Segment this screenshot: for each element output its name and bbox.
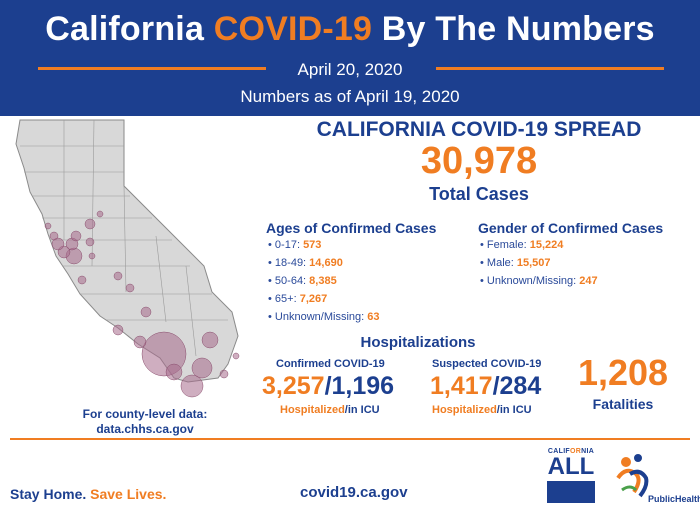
icu-label: /in ICU — [344, 404, 380, 416]
bubble-riverside — [191, 357, 213, 379]
public-health-logo-icon — [616, 454, 649, 498]
ca-all-word: ALL — [547, 453, 595, 480]
age-value: 8,385 — [309, 275, 337, 287]
footer-divider — [10, 438, 690, 440]
list-item: • 65+: 7,267 — [268, 293, 328, 305]
website-link[interactable]: covid19.ca.gov — [300, 484, 408, 501]
age-label: Unknown/Missing: — [274, 311, 368, 323]
icu-label: /in ICU — [496, 404, 532, 416]
title-highlight: COVID-19 — [213, 10, 373, 48]
list-item: • Female: 15,224 — [480, 239, 564, 251]
bubble-contra-costa — [70, 230, 82, 242]
header-rule-left — [38, 67, 266, 70]
fatalities-value: 1,208 — [577, 352, 669, 393]
case-bubbles — [44, 210, 240, 398]
header-rule-right — [436, 67, 664, 70]
suspected-hospitalized-value: 1,417 — [430, 372, 493, 400]
bubble-tulare — [125, 283, 135, 293]
age-label: 0-17: — [274, 239, 304, 251]
suspected-icu-value: 284 — [499, 372, 542, 400]
slogan-part-1: Stay Home. — [10, 486, 91, 502]
slogan: Stay Home. Save Lives. — [10, 486, 166, 502]
total-cases-label: Total Cases — [429, 184, 529, 204]
gender-label: Female: — [486, 239, 530, 251]
ca-all-top-2: OR — [570, 448, 582, 455]
gender-list: • Female: 15,224 • Male: 15,507 • Unknow… — [480, 236, 598, 290]
bubble-stanislaus — [88, 252, 96, 260]
ca-all-top-3: NIA — [581, 448, 595, 455]
confirmed-heading: Confirmed COVID-19 — [276, 358, 385, 370]
age-label: 65+: — [274, 293, 300, 305]
list-item: • 0-17: 573 — [268, 239, 322, 251]
ca-all-top-1: CALIF — [547, 448, 571, 455]
suspected-label: Hospitalized/in ICU — [432, 404, 532, 416]
age-value: 14,690 — [309, 257, 343, 269]
ca-all-top-text: CALIFORNIA — [540, 448, 602, 455]
bubble-san-joaquin — [85, 237, 95, 247]
confirmed-icu-value: 1,196 — [331, 372, 395, 400]
gender-value: 247 — [579, 275, 598, 287]
bubble-orange — [165, 363, 183, 381]
title-text-2: By The Numbers — [372, 10, 655, 48]
bubble-sonoma — [44, 222, 52, 230]
gender-value: 15,224 — [529, 239, 564, 251]
suspected-heading: Suspected COVID-19 — [432, 358, 542, 370]
bubble-riverside-east — [232, 352, 240, 360]
list-item: • Unknown/Missing: 63 — [268, 311, 380, 323]
bubble-marin — [49, 231, 59, 241]
total-cases-value: 30,978 — [420, 140, 538, 182]
age-label: 18-49: — [274, 257, 310, 269]
bubble-kern — [140, 306, 152, 318]
public-health-text: PublicHealth — [648, 494, 700, 504]
bubble-san-diego — [180, 374, 204, 398]
slash: / — [492, 372, 500, 400]
age-value: 573 — [303, 239, 322, 251]
bubble-fresno — [113, 271, 123, 281]
confirmed-hospitalized-value: 3,257 — [262, 372, 325, 400]
age-value: 63 — [367, 311, 380, 323]
bubble-monterey — [77, 275, 87, 285]
gender-label: Unknown/Missing: — [486, 275, 580, 287]
list-item: • 50-64: 8,385 — [268, 275, 337, 287]
county-data-note: For county-level data: data.chhs.ca.gov — [60, 407, 230, 437]
bubble-santa-barbara — [112, 324, 124, 336]
age-label: 50-64: — [274, 275, 310, 287]
ages-list: • 0-17: 573 • 18-49: 14,690 • 50-64: 8,3… — [268, 236, 380, 326]
fatalities-label: Fatalities — [592, 396, 654, 412]
california-all-logo: CALIFORNIA ALL — [540, 448, 602, 514]
county-note-text: For county-level data: — [82, 407, 208, 421]
bubble-san-bernardino — [201, 331, 219, 349]
header-banner: California COVID-19 By The Numbers April… — [0, 0, 700, 116]
gender-heading: Gender of Confirmed Cases — [478, 220, 664, 236]
list-item: • Unknown/Missing: 247 — [480, 275, 598, 287]
confirmed-values: 3,257/1,196 — [262, 372, 394, 401]
title-text-1: California — [45, 10, 214, 48]
ages-heading: Ages of Confirmed Cases — [266, 220, 437, 236]
hospitalized-label: Hospitalized — [280, 404, 345, 416]
hospitalized-label: Hospitalized — [432, 404, 497, 416]
slogan-part-2: Save Lives. — [90, 486, 167, 502]
gender-label: Male: — [486, 257, 517, 269]
page-title: California COVID-19 By The Numbers — [0, 10, 700, 49]
slash: / — [324, 372, 332, 400]
bubble-san-francisco — [51, 237, 65, 251]
bubble-sacramento — [84, 218, 96, 230]
data-as-of: Numbers as of April 19, 2020 — [240, 87, 460, 106]
bubble-placer — [96, 210, 104, 218]
confirmed-label: Hospitalized/in ICU — [280, 404, 380, 416]
suspected-values: 1,417/284 — [430, 372, 541, 401]
report-date: April 20, 2020 — [297, 60, 403, 79]
list-item: • 18-49: 14,690 — [268, 257, 343, 269]
age-value: 7,267 — [299, 293, 328, 305]
list-item: • Male: 15,507 — [480, 257, 551, 269]
ca-all-badge — [547, 481, 595, 503]
hospitalizations-heading: Hospitalizations — [360, 334, 476, 351]
county-data-link[interactable]: data.chhs.ca.gov — [96, 422, 194, 436]
california-map — [15, 119, 240, 398]
bubble-imperial — [219, 369, 229, 379]
gender-value: 15,507 — [516, 257, 551, 269]
bubble-ventura — [133, 335, 147, 349]
spread-heading: CALIFORNIA COVID-19 SPREAD — [316, 118, 642, 141]
